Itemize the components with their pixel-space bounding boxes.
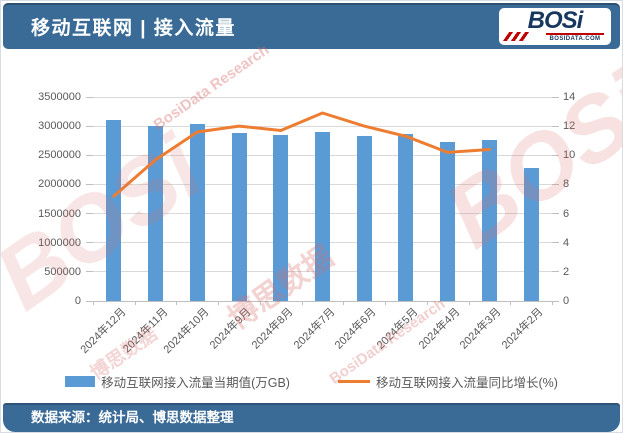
bar <box>523 167 539 301</box>
legend-label-bar: 移动互联网接入流量当期值(万GB) <box>101 376 290 390</box>
y-axis-tick-left <box>86 183 93 185</box>
x-axis-tick <box>176 301 178 305</box>
x-axis-tick <box>552 301 553 305</box>
trend-line-svg <box>112 111 491 198</box>
y-axis-label-left: 3500000 <box>38 91 81 103</box>
y-axis-tick-left <box>86 300 93 302</box>
trend-line <box>112 111 491 198</box>
x-axis-tick <box>468 301 470 305</box>
x-axis-tick <box>343 301 345 305</box>
x-axis-tick <box>385 301 387 305</box>
bar <box>189 123 205 301</box>
gridline <box>93 125 552 127</box>
logo-brand-text: BOSi <box>527 7 584 34</box>
y-axis-label-right: 4 <box>563 236 570 249</box>
legend-label-line: 移动互联网接入流量同比增长(%) <box>375 376 558 390</box>
bar <box>315 131 330 301</box>
y-axis-tick-left <box>86 154 93 156</box>
y-axis-tick-right <box>552 271 559 273</box>
y-axis-tick-left <box>86 213 93 215</box>
y-axis-tick-left <box>86 96 93 98</box>
bar <box>481 139 497 301</box>
legend-swatch-bar <box>65 376 96 387</box>
y-axis-label-right: 2 <box>563 265 570 278</box>
y-axis-tick-right <box>552 300 559 302</box>
y-axis-label-right: 10 <box>563 149 576 162</box>
y-axis-label-left: 1500000 <box>38 207 81 220</box>
y-axis-tick-right <box>552 96 559 98</box>
legend-swatch-line <box>337 380 370 383</box>
y-axis-tick-right <box>552 183 559 185</box>
bar <box>356 136 372 301</box>
bar <box>398 133 414 301</box>
x-axis-tick <box>426 301 428 305</box>
y-axis-label-left: 2000000 <box>38 178 81 191</box>
y-axis-tick-left <box>86 125 93 127</box>
x-axis-tick <box>134 301 136 305</box>
y-axis-label-right: 0 <box>563 295 570 307</box>
bar <box>273 135 289 301</box>
y-axis-label-left: 1000000 <box>38 236 81 249</box>
y-axis-label-right: 12 <box>563 120 576 133</box>
y-axis-label-left: 500000 <box>44 265 81 278</box>
y-axis-tick-left <box>86 242 93 244</box>
bar <box>106 120 122 301</box>
y-axis-label-right: 14 <box>563 91 576 103</box>
brand-logo: BOSi BOSIDATA.COM <box>499 8 611 45</box>
y-axis-label-right: 6 <box>563 207 570 220</box>
chart-legend: 移动互联网接入流量当期值(万GB) 移动互联网接入流量同比增长(%) <box>1 372 622 391</box>
x-axis-line <box>93 300 552 302</box>
y-axis-tick-right <box>552 242 559 244</box>
bar <box>231 133 247 301</box>
y-axis-tick-right <box>552 154 559 156</box>
x-axis-tick <box>510 301 512 305</box>
data-source-text: 数据来源：统计局、博思数据整理 <box>31 410 234 425</box>
logo-site-text: BOSIDATA.COM <box>546 33 604 42</box>
gridline <box>93 96 552 98</box>
y-axis-label-left: 2500000 <box>38 149 81 162</box>
x-axis-tick <box>93 301 94 305</box>
footer-bar: 数据来源：统计局、博思数据整理 <box>3 403 620 432</box>
y-axis-label-left: 0 <box>74 295 81 307</box>
y-axis-tick-left <box>86 271 93 273</box>
page-title: 移动互联网 | 接入流量 <box>31 17 236 39</box>
y-axis-label-right: 8 <box>563 178 570 191</box>
bar <box>148 126 164 301</box>
bar <box>440 142 456 301</box>
legend-item-line-series: 移动互联网接入流量同比增长(%) <box>337 372 558 391</box>
y-axis-tick-right <box>552 213 559 215</box>
legend-item-bar-series: 移动互联网接入流量当期值(万GB) <box>65 372 290 391</box>
x-axis-tick <box>301 301 303 305</box>
y-axis-tick-right <box>552 125 559 127</box>
x-axis-tick <box>218 301 220 305</box>
x-axis-tick <box>259 301 261 305</box>
header-bar: 移动互联网 | 接入流量 BOSi BOSIDATA.COM <box>3 3 620 49</box>
y-axis-label-left: 3000000 <box>38 120 81 133</box>
